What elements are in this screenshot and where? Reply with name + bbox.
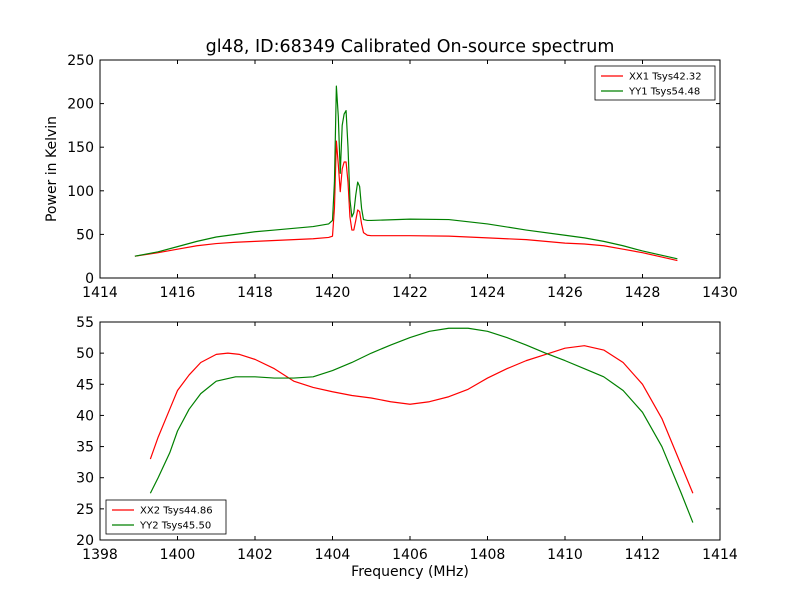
x-tick-label: 1414 (82, 285, 118, 301)
y-tick-label: 250 (67, 53, 94, 69)
legend-box (594, 65, 716, 101)
y-tick-label: 55 (76, 315, 94, 331)
x-tick-label: 1424 (470, 285, 506, 301)
x-tick-label: 1400 (160, 547, 196, 563)
y-tick-label: 20 (76, 533, 94, 549)
x-axis-label: Frequency (MHz) (351, 564, 469, 580)
x-tick-label: 1410 (547, 547, 583, 563)
y-tick-label: 35 (76, 440, 94, 456)
legend-label: YY1 Tsys54.48 (628, 87, 700, 98)
legend-box (105, 499, 227, 535)
series-line-2 (134, 85, 678, 260)
series-line-1 (134, 140, 678, 262)
y-tick-label: 25 (76, 502, 94, 518)
top-panel: 1414 1416 1418 1420 1422 1424 1426 1428 1430 0 50 1… (67, 53, 738, 301)
y-tick-label: 50 (76, 346, 94, 362)
x-tick-label: 1398 (82, 547, 118, 563)
y-tick-label: 40 (76, 408, 94, 424)
bottom-panel: 1398 1400 1402 1404 1406 1408 1410 1412 1414 20 25… (76, 315, 738, 563)
x-tick-label: 1416 (160, 285, 196, 301)
x-tick-label: 1428 (625, 285, 661, 301)
x-tick-label: 1426 (547, 285, 583, 301)
x-tick-label: 1422 (392, 285, 428, 301)
y-tick-label: 30 (76, 471, 94, 487)
y-tick-label: 200 (67, 97, 94, 113)
x-tick-label: 1414 (702, 547, 738, 563)
x-tick-label: 1408 (470, 547, 506, 563)
x-tick-label: 1430 (702, 285, 738, 301)
x-tick-label: 1404 (315, 547, 351, 563)
y-tick-label: 150 (67, 140, 94, 156)
series-line-2 (149, 327, 694, 523)
y-tick-label: 0 (85, 271, 94, 287)
legend-label: XX2 Tsys44.86 (140, 506, 213, 517)
x-tick-label: 1406 (392, 547, 428, 563)
x-tick-label: 1420 (315, 285, 351, 301)
series-line-1 (149, 345, 694, 494)
x-tick-label: 1412 (625, 547, 661, 563)
legend-label: XX1 Tsys42.32 (629, 72, 702, 83)
y-tick-label: 100 (67, 184, 94, 200)
legend-label: YY2 Tsys45.50 (139, 521, 211, 532)
y-axis-label: Power in Kelvin (44, 116, 60, 222)
y-tick-label: 50 (76, 227, 94, 243)
y-tick-label: 45 (76, 377, 94, 393)
x-tick-label: 1418 (237, 285, 273, 301)
legend: XX1 Tsys42.32 YY1 Tsys54.48 (594, 65, 716, 101)
legend: XX2 Tsys44.86 YY2 Tsys45.50 (105, 499, 227, 535)
x-tick-label: 1402 (237, 547, 273, 563)
chart-title: gl48, ID:68349 Calibrated On-source spec… (206, 37, 615, 57)
